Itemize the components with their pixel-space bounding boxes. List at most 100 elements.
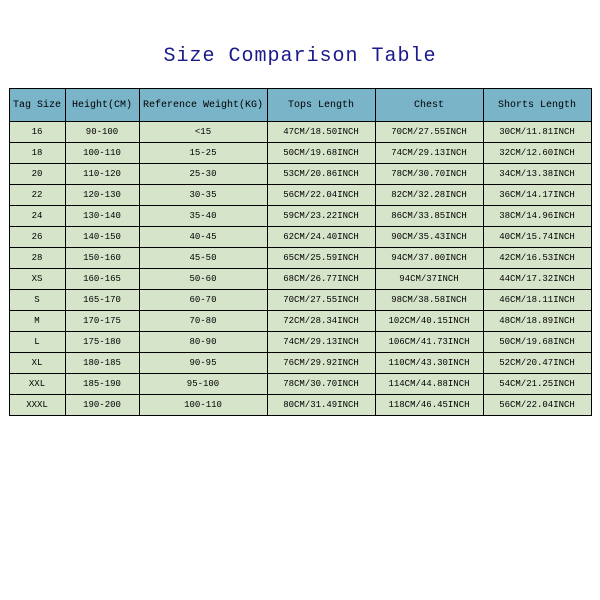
cell-2-0: 20 xyxy=(9,164,65,185)
table-row: 1690-100<1547CM/18.50INCH70CM/27.55INCH3… xyxy=(9,122,591,143)
cell-5-1: 140-150 xyxy=(65,227,139,248)
table-row: XXL185-19095-10078CM/30.70INCH114CM/44.8… xyxy=(9,374,591,395)
cell-1-2: 15-25 xyxy=(139,143,267,164)
cell-8-4: 98CM/38.58INCH xyxy=(375,290,483,311)
col-header-3: Tops Length xyxy=(267,89,375,122)
cell-1-5: 32CM/12.60INCH xyxy=(483,143,591,164)
cell-11-5: 52CM/20.47INCH xyxy=(483,353,591,374)
cell-8-1: 165-170 xyxy=(65,290,139,311)
cell-3-4: 82CM/32.28INCH xyxy=(375,185,483,206)
table-row: 24130-14035-4059CM/23.22INCH86CM/33.85IN… xyxy=(9,206,591,227)
cell-0-0: 16 xyxy=(9,122,65,143)
col-header-0: Tag Size xyxy=(9,89,65,122)
cell-8-0: S xyxy=(9,290,65,311)
col-header-1: Height(CM) xyxy=(65,89,139,122)
cell-3-3: 56CM/22.04INCH xyxy=(267,185,375,206)
cell-13-1: 190-200 xyxy=(65,395,139,416)
cell-10-4: 106CM/41.73INCH xyxy=(375,332,483,353)
cell-13-3: 80CM/31.49INCH xyxy=(267,395,375,416)
cell-1-3: 50CM/19.68INCH xyxy=(267,143,375,164)
table-row: 22120-13030-3556CM/22.04INCH82CM/32.28IN… xyxy=(9,185,591,206)
cell-2-4: 78CM/30.70INCH xyxy=(375,164,483,185)
table-header: Tag SizeHeight(CM)Reference Weight(KG)To… xyxy=(9,89,591,122)
cell-13-0: XXXL xyxy=(9,395,65,416)
cell-9-0: M xyxy=(9,311,65,332)
cell-2-1: 110-120 xyxy=(65,164,139,185)
cell-13-2: 100-110 xyxy=(139,395,267,416)
table-row: XS160-16550-6068CM/26.77INCH94CM/37INCH4… xyxy=(9,269,591,290)
table-row: XL180-18590-9576CM/29.92INCH110CM/43.30I… xyxy=(9,353,591,374)
table-row: 20110-12025-3053CM/20.86INCH78CM/30.70IN… xyxy=(9,164,591,185)
cell-0-5: 30CM/11.81INCH xyxy=(483,122,591,143)
cell-9-4: 102CM/40.15INCH xyxy=(375,311,483,332)
cell-10-5: 50CM/19.68INCH xyxy=(483,332,591,353)
cell-11-2: 90-95 xyxy=(139,353,267,374)
cell-11-1: 180-185 xyxy=(65,353,139,374)
cell-12-1: 185-190 xyxy=(65,374,139,395)
cell-12-0: XXL xyxy=(9,374,65,395)
cell-3-1: 120-130 xyxy=(65,185,139,206)
cell-12-5: 54CM/21.25INCH xyxy=(483,374,591,395)
col-header-5: Shorts Length xyxy=(483,89,591,122)
cell-8-5: 46CM/18.11INCH xyxy=(483,290,591,311)
cell-7-5: 44CM/17.32INCH xyxy=(483,269,591,290)
cell-6-4: 94CM/37.00INCH xyxy=(375,248,483,269)
cell-7-0: XS xyxy=(9,269,65,290)
cell-9-3: 72CM/28.34INCH xyxy=(267,311,375,332)
cell-11-0: XL xyxy=(9,353,65,374)
cell-0-4: 70CM/27.55INCH xyxy=(375,122,483,143)
cell-5-2: 40-45 xyxy=(139,227,267,248)
table-row: 26140-15040-4562CM/24.40INCH90CM/35.43IN… xyxy=(9,227,591,248)
cell-10-2: 80-90 xyxy=(139,332,267,353)
cell-12-3: 78CM/30.70INCH xyxy=(267,374,375,395)
cell-1-0: 18 xyxy=(9,143,65,164)
cell-4-2: 35-40 xyxy=(139,206,267,227)
cell-0-2: <15 xyxy=(139,122,267,143)
cell-9-2: 70-80 xyxy=(139,311,267,332)
table-row: XXXL190-200100-11080CM/31.49INCH118CM/46… xyxy=(9,395,591,416)
size-table: Tag SizeHeight(CM)Reference Weight(KG)To… xyxy=(9,88,592,416)
cell-9-1: 170-175 xyxy=(65,311,139,332)
cell-3-5: 36CM/14.17INCH xyxy=(483,185,591,206)
cell-7-1: 160-165 xyxy=(65,269,139,290)
table-row: 18100-11015-2550CM/19.68INCH74CM/29.13IN… xyxy=(9,143,591,164)
page-title: Size Comparison Table xyxy=(163,45,436,68)
cell-9-5: 48CM/18.89INCH xyxy=(483,311,591,332)
cell-7-4: 94CM/37INCH xyxy=(375,269,483,290)
table-body: 1690-100<1547CM/18.50INCH70CM/27.55INCH3… xyxy=(9,122,591,416)
cell-0-1: 90-100 xyxy=(65,122,139,143)
cell-7-2: 50-60 xyxy=(139,269,267,290)
cell-10-0: L xyxy=(9,332,65,353)
cell-5-0: 26 xyxy=(9,227,65,248)
cell-4-0: 24 xyxy=(9,206,65,227)
cell-4-1: 130-140 xyxy=(65,206,139,227)
cell-1-4: 74CM/29.13INCH xyxy=(375,143,483,164)
table-row: 28150-16045-5065CM/25.59INCH94CM/37.00IN… xyxy=(9,248,591,269)
cell-12-4: 114CM/44.88INCH xyxy=(375,374,483,395)
cell-6-0: 28 xyxy=(9,248,65,269)
cell-6-5: 42CM/16.53INCH xyxy=(483,248,591,269)
cell-10-1: 175-180 xyxy=(65,332,139,353)
cell-2-3: 53CM/20.86INCH xyxy=(267,164,375,185)
cell-5-5: 40CM/15.74INCH xyxy=(483,227,591,248)
table-row: L175-18080-9074CM/29.13INCH106CM/41.73IN… xyxy=(9,332,591,353)
cell-3-2: 30-35 xyxy=(139,185,267,206)
cell-5-3: 62CM/24.40INCH xyxy=(267,227,375,248)
cell-7-3: 68CM/26.77INCH xyxy=(267,269,375,290)
cell-12-2: 95-100 xyxy=(139,374,267,395)
cell-4-5: 38CM/14.96INCH xyxy=(483,206,591,227)
cell-4-4: 86CM/33.85INCH xyxy=(375,206,483,227)
cell-6-1: 150-160 xyxy=(65,248,139,269)
cell-6-3: 65CM/25.59INCH xyxy=(267,248,375,269)
col-header-4: Chest xyxy=(375,89,483,122)
cell-2-5: 34CM/13.38INCH xyxy=(483,164,591,185)
cell-10-3: 74CM/29.13INCH xyxy=(267,332,375,353)
col-header-2: Reference Weight(KG) xyxy=(139,89,267,122)
cell-11-3: 76CM/29.92INCH xyxy=(267,353,375,374)
table-row: S165-17060-7070CM/27.55INCH98CM/38.58INC… xyxy=(9,290,591,311)
cell-8-3: 70CM/27.55INCH xyxy=(267,290,375,311)
cell-6-2: 45-50 xyxy=(139,248,267,269)
cell-5-4: 90CM/35.43INCH xyxy=(375,227,483,248)
table-row: M170-17570-8072CM/28.34INCH102CM/40.15IN… xyxy=(9,311,591,332)
cell-0-3: 47CM/18.50INCH xyxy=(267,122,375,143)
